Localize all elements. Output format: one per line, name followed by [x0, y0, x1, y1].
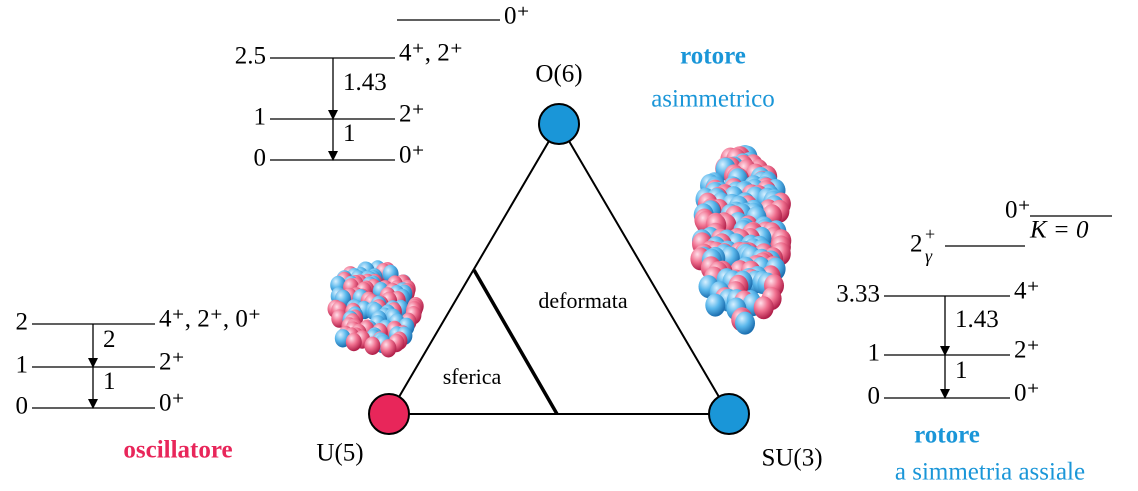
- level-spin: 4⁺, 2⁺: [399, 40, 463, 67]
- level-spin: 4⁺: [1014, 278, 1040, 305]
- region-label: deformata: [538, 288, 627, 313]
- vertex-u5: [368, 393, 410, 435]
- nucleon: [364, 336, 381, 355]
- triangle: [387, 122, 731, 415]
- vertex-label: O(6): [535, 61, 582, 88]
- level-energy: 0: [16, 393, 29, 420]
- level-energy: 0: [254, 145, 267, 172]
- transition-label: 2: [103, 326, 116, 353]
- band-label: K = 0: [1029, 217, 1089, 244]
- transition-label: 1: [343, 120, 356, 147]
- nucleon: [345, 332, 362, 352]
- level-energy: 3.33: [836, 281, 880, 308]
- vertex-o6: [538, 103, 580, 145]
- nucleon: [735, 311, 755, 335]
- transition-label: 1.43: [343, 69, 387, 96]
- region-label: sferica: [443, 364, 502, 389]
- vertex-title: rotore: [914, 422, 980, 449]
- level-energy: 1: [254, 104, 267, 131]
- level-spin: 0⁺: [159, 390, 185, 417]
- level-spin: 0⁺: [1005, 197, 1031, 224]
- vertex-subtitle: asimmetrico: [651, 86, 775, 113]
- transition-label: 1.43: [955, 306, 999, 333]
- level-spin: 0⁺: [399, 142, 425, 169]
- level-spin: 2⁺: [159, 349, 185, 376]
- vertex-su3: [708, 393, 750, 435]
- nucleon: [753, 296, 774, 320]
- level-sub: γ: [925, 246, 933, 266]
- vertex-label: U(5): [316, 440, 363, 467]
- nucleon: [705, 293, 726, 317]
- vertex-title: rotore: [680, 43, 746, 70]
- level-spin: 2⁺: [1014, 337, 1040, 364]
- transition-label: 1: [103, 368, 116, 395]
- vertex-title: oscillatore: [123, 437, 232, 464]
- level-energy: 2: [16, 309, 29, 336]
- nucleon: [380, 339, 397, 358]
- level-energy: 0: [868, 383, 881, 410]
- vertex-subtitle: a simmetria assiale: [895, 459, 1085, 486]
- level-base: 2: [910, 231, 923, 258]
- level-spin: 4⁺, 2⁺, 0⁺: [159, 306, 261, 333]
- level-spin: 0⁺: [504, 3, 530, 30]
- level-sup: +: [925, 224, 935, 244]
- level-energy: 2.5: [235, 43, 266, 70]
- level-energy: 1: [16, 352, 29, 379]
- level-energy: 1: [868, 340, 881, 367]
- level-spin: 2⁺: [399, 101, 425, 128]
- transition-label: 1: [955, 357, 968, 384]
- nuclei: [327, 145, 792, 358]
- level-spin: 0⁺: [1014, 380, 1040, 407]
- vertex-label: SU(3): [761, 445, 822, 472]
